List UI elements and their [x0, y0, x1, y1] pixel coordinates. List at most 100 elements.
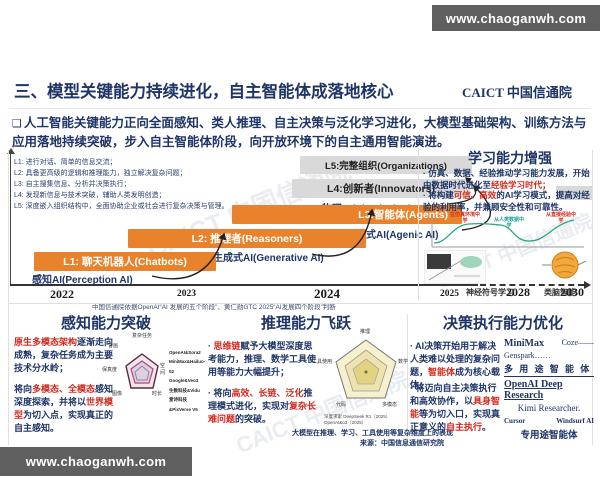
- radar1-axis-3: 保真度: [102, 367, 118, 373]
- legend-item: OpenAI&o3（2025）: [324, 420, 367, 426]
- decision-p1-b: 成为核心载体；: [410, 367, 501, 391]
- decision-p2-c: 。: [482, 422, 492, 433]
- year-2024: 2024: [314, 286, 340, 301]
- level-legend-l2: L2: 具备更高级的逻辑和推理能力，独立解决复杂问题；: [14, 170, 187, 177]
- step-l1-chatbots: L1: 聊天机器人(Chatbots): [34, 252, 216, 271]
- legend-item: 爱诗科技&PixVerse V5: [169, 397, 198, 412]
- y-axis-line: [10, 153, 11, 284]
- radar1-axis-0: 复杂任务: [132, 333, 153, 339]
- learning-bullet-2-red: 可信、高效: [453, 190, 497, 200]
- caption-neuro-symbolic: 神经符号学习: [466, 288, 514, 297]
- reasoning-paragraph-1: · 思维链赋予大模型深度思考能力，推理、数学工具使用等能力大幅提升；: [208, 340, 318, 379]
- panel-title-learning: 学习能力增强: [468, 150, 552, 166]
- neuro-symbolic-thumbnail: [424, 250, 486, 284]
- reasoning-p2-a: 将向: [213, 388, 232, 398]
- timeline-arrow: [584, 281, 591, 289]
- decision-p1-red: 智能体: [428, 367, 456, 378]
- dot-bullet: ·: [423, 190, 429, 200]
- timeline-source-caption: 中国信通院依据OpenAI“AI 发展的五个阶段”、黄仁勋GTC 2025“AI…: [92, 304, 336, 311]
- learning-bullet-2-text: 将构建: [428, 190, 454, 200]
- org-logo-text: CAICT 中国信通院: [462, 85, 572, 100]
- step-l3-agents: L3:智能体(Agents): [232, 205, 462, 224]
- perception-p2-b: 感知深度探索，并将以: [14, 384, 114, 408]
- radar1-axis-2: 空间: [160, 363, 166, 376]
- decision-paragraph-2: · 将迈向自主决策执行和高效协作，以具身智能等为切入口，实现真正意义的自主执行。: [410, 382, 505, 434]
- agent-row: MiniMax Coze——: [504, 338, 594, 349]
- decision-p2-a: 将迈向自主决策执行和高效协作，以: [410, 383, 497, 407]
- year-2025: 2025: [440, 289, 459, 299]
- year-2023: 2023: [177, 289, 196, 299]
- step-l4-innovators: L4:创新者(Innovators): [292, 179, 470, 198]
- legend-item: MiniMax&Hailuo-02: [169, 359, 206, 374]
- radar1-axis-4: 图像: [112, 391, 123, 397]
- curve-label-human-data: 从人类数据中学: [494, 217, 525, 229]
- divider: [8, 303, 592, 304]
- radar2-axis-1: 数学: [398, 359, 409, 365]
- radar2-axis-2: 多模态: [382, 402, 398, 408]
- radar2-axis-3: 代码: [336, 402, 347, 408]
- legend-item: Google&Veo3: [169, 378, 199, 384]
- legend-item: OpenAI&Sora2: [169, 350, 201, 355]
- reasoning-p2-red2: 复杂长难问题: [208, 401, 317, 425]
- llm-radar-legend: 深度求索 DeepSeek R1（2025） OpenAI&o3（2025）: [324, 414, 414, 427]
- learning-bullet-1: · 仿真、数据、经验推动学习能力发展，开始由数据时代进化至经验学习时代；: [423, 168, 593, 192]
- reasoning-paragraph-2: · 将向高效、长链、泛化推理模式进化，实现对复杂长难问题的突破。: [208, 387, 318, 426]
- reasoning-p2-c: 的突破。: [235, 414, 272, 425]
- dot-bullet: ·: [208, 341, 214, 351]
- group-general-agents: 多 用 途 智 能 体: [504, 362, 594, 377]
- label-generative-ai: 生成式AI(Generative AI): [213, 253, 324, 264]
- brain-intelligence-thumbnail: [542, 251, 587, 279]
- divider: [10, 108, 590, 109]
- decision-p2-red1: 具身智能: [410, 396, 501, 420]
- agent-products-list: MiniMax Coze—— Genspark…… 多 用 途 智 能 体 Op…: [504, 338, 594, 443]
- year-2028: 2028: [506, 285, 530, 299]
- year-2022: 2022: [50, 287, 74, 301]
- agent-genspark: Genspark……: [504, 351, 551, 360]
- llm-radar-caption: 大模型在推理、学习、工具使用等复杂维度上的表现: [292, 430, 453, 437]
- perception-p2-red1: 多模态、全模态: [32, 384, 96, 394]
- reasoning-p2-red1: 高效、长链、泛化: [231, 388, 304, 398]
- level-legend-l5: L5: 深度嵌入组织结构中，全面协助企业或社会进行复杂决策与管理。: [14, 203, 229, 210]
- label-perception-ai: 感知AI(Perception AI): [32, 275, 133, 286]
- intro-text: 人工智能关键能力正向全面感知、类人推理、自主决策与泛化学习进化，大模型基础架构、…: [12, 116, 587, 150]
- label-agentic-ai: 代理式AI(Agenic AI): [346, 230, 439, 241]
- timeline-axis-dashed: [480, 284, 584, 286]
- radar2-svg: [335, 339, 397, 399]
- radar1-svg: [125, 353, 159, 389]
- radar1-axis-1: 音画: [108, 343, 119, 349]
- legend-item: 生数科技&Vidu: [169, 387, 200, 393]
- curve-svg: [431, 216, 584, 248]
- timeline-axis: [10, 284, 478, 286]
- perception-p1-text: 逐渐走向成熟，复杂任务成为主要技术分水岭；: [14, 337, 114, 374]
- llm-radar-source: 来源：中国信息通信研究院: [360, 440, 444, 447]
- dot-bullet: ·: [208, 388, 214, 398]
- column-title-reasoning: 推理能力飞跃: [260, 315, 351, 332]
- agent-cursor: Cursor: [504, 417, 526, 425]
- perception-p2-a: 将向: [14, 384, 33, 394]
- divider: [407, 314, 408, 442]
- divider: [8, 150, 9, 445]
- perception-p1-red: 原生多模态架构: [14, 337, 78, 347]
- radar2-axis-4: 工具使用: [312, 359, 333, 365]
- divider: [418, 148, 419, 300]
- reasoning-p1-red: 思维链: [213, 341, 241, 351]
- page-title: 三、模型关键能力持续进化，自主智能体成落地核心: [14, 83, 394, 101]
- perception-paragraph-1: 原生多模态架构逐渐走向成熟，复杂任务成为主要技术分水岭；: [14, 336, 114, 375]
- learning-bullet-2-text2: 的AI学习模式，提高对经验的利用率，并兼顾安全性和可靠性。: [423, 190, 590, 212]
- level-legend-l3: L3: 自主搜集信息、分析并决策执行；: [14, 181, 131, 188]
- decision-p1-a: AI决策开始用于解决人类难以处理的复杂问题，: [410, 341, 501, 378]
- agent-coze: Coze——: [561, 338, 594, 347]
- step-stub-bar: [556, 186, 592, 200]
- reasoning-p1-text: 赋予大模型深度思考能力，推理、数学工具使用等能力大幅提升；: [208, 341, 317, 378]
- site-url-banner-top: www.chaoganwh.com: [432, 5, 600, 31]
- caption-brain-intelligence: 类脑智能: [544, 288, 576, 297]
- dot-bullet: ·: [410, 383, 416, 393]
- step-l5-organizations: L5:完整组织(Organizations): [300, 156, 472, 174]
- decision-p2-b: 等为切入口，实现真正意义的: [410, 409, 501, 433]
- flow-arrows: [151, 177, 492, 280]
- radar2-axis-0: 推理: [360, 329, 371, 335]
- intro-paragraph: ❑ 人工智能关键能力正向全面感知、类人推理、自主决策与泛化学习进化，大模型基础架构…: [12, 114, 590, 153]
- legend-item: 深度求索 DeepSeek R1（2025）: [324, 414, 391, 419]
- agent-openai-deep-research: OpenAI Deep Research: [504, 379, 563, 401]
